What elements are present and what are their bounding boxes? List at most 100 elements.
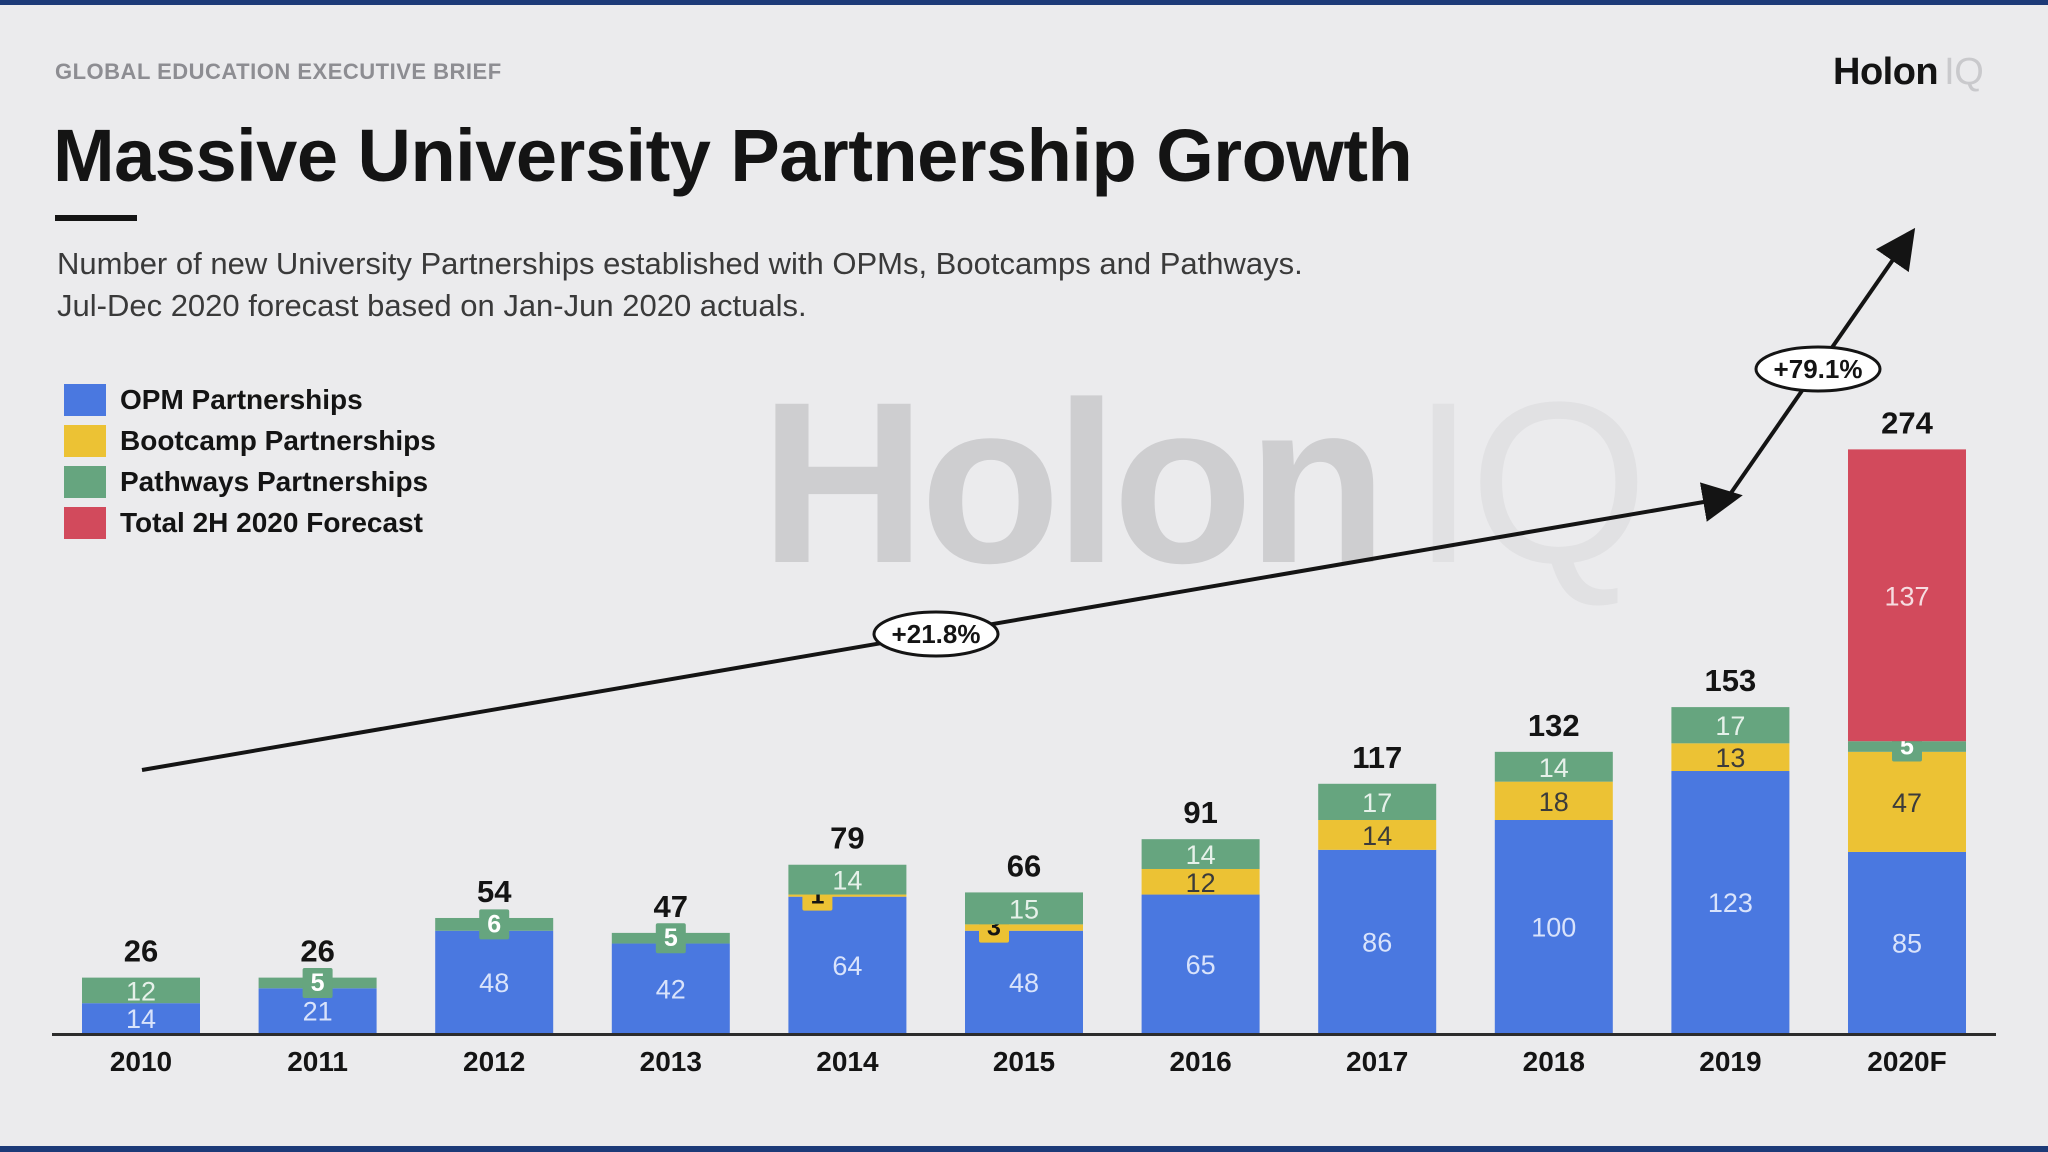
total-label: 79 xyxy=(830,821,864,856)
legend-swatch xyxy=(64,465,106,498)
growth-badge-2-outline xyxy=(1754,345,1882,393)
segment-badge xyxy=(479,909,510,940)
bar-segment xyxy=(1494,820,1613,1033)
segment-label: 42 xyxy=(656,974,686,1004)
segment-label: 17 xyxy=(1715,711,1745,741)
x-tick-label: 2011 xyxy=(287,1046,348,1077)
legend-label: OPM Partnerships xyxy=(120,383,363,415)
kicker: GLOBAL EDUCATION EXECUTIVE BRIEF xyxy=(55,59,502,84)
segment-badge xyxy=(302,967,333,998)
segment-label: 86 xyxy=(1362,927,1392,957)
segment-label: 64 xyxy=(832,951,862,981)
bar-segment xyxy=(611,943,730,1033)
segment-label: 5 xyxy=(311,969,325,997)
segment-label: 14 xyxy=(832,866,862,896)
x-tick-label: 2013 xyxy=(640,1046,702,1077)
legend-item: OPM Partnerships xyxy=(64,379,436,420)
bar-segment xyxy=(435,930,554,1033)
x-tick-label: 2020F xyxy=(1867,1046,1946,1077)
bar-segment xyxy=(965,892,1083,925)
stacked-bar-chart: 1412262010215262011486542012425472013641… xyxy=(52,227,1996,1077)
total-label: 274 xyxy=(1881,405,1933,440)
bar-segment xyxy=(1141,868,1260,895)
total-label: 91 xyxy=(1183,795,1217,830)
growth-badge-2-label: +79.1% xyxy=(1774,354,1863,384)
bar-segment xyxy=(965,930,1083,1033)
bar-segment xyxy=(1318,849,1437,1033)
bar-segment xyxy=(1671,771,1790,1033)
segment-label: 48 xyxy=(1009,968,1039,998)
segment-label: 85 xyxy=(1892,928,1922,958)
brand-suffix: IQ xyxy=(1944,51,1984,93)
x-tick-label: 2015 xyxy=(993,1046,1055,1077)
segment-label: 17 xyxy=(1362,788,1392,818)
subtitle: Number of new University Partnerships es… xyxy=(57,243,1557,327)
bar-segment xyxy=(1494,781,1613,820)
bar-segment xyxy=(788,864,907,895)
segment-label: 65 xyxy=(1186,950,1216,980)
watermark-suffix: IQ xyxy=(1411,354,1648,611)
segment-label: 18 xyxy=(1539,787,1569,817)
total-label: 132 xyxy=(1528,708,1580,743)
watermark-logo: Holon IQ xyxy=(760,350,1648,615)
legend-item: Pathways Partnerships xyxy=(64,461,436,502)
segment-label: 100 xyxy=(1531,913,1576,943)
subtitle-line-1: Number of new University Partnerships es… xyxy=(57,246,1303,281)
segment-label: 5 xyxy=(664,924,678,952)
segment-label: 13 xyxy=(1715,743,1745,773)
x-tick-label: 2016 xyxy=(1169,1046,1231,1077)
bar-segment xyxy=(1141,839,1260,869)
subtitle-line-2: Jul-Dec 2020 forecast based on Jan-Jun 2… xyxy=(57,288,807,323)
bar-segment xyxy=(788,894,907,897)
total-label: 54 xyxy=(477,874,512,909)
bar-segment xyxy=(788,896,907,1033)
segment-label: 12 xyxy=(126,976,156,1006)
bar-segment xyxy=(1671,743,1790,772)
segment-label: 47 xyxy=(1892,788,1922,818)
bar-segment xyxy=(1141,894,1260,1033)
legend: OPM Partnerships Bootcamp Partnerships Pat… xyxy=(64,379,436,543)
x-tick-label: 2012 xyxy=(463,1046,525,1077)
bar-segment xyxy=(1848,851,1966,1033)
brand-logo: Holon IQ xyxy=(1833,51,1984,94)
segment-label: 48 xyxy=(479,968,509,998)
growth-badge-1-label: +21.8% xyxy=(892,619,981,649)
total-label: 26 xyxy=(300,934,334,969)
segment-label: 15 xyxy=(1009,894,1039,924)
segment-label: 12 xyxy=(1186,868,1216,898)
legend-item: Total 2H 2020 Forecast xyxy=(64,502,436,543)
bar-segment xyxy=(1848,751,1966,852)
legend-swatch xyxy=(64,383,106,416)
growth-badge-1-outline xyxy=(872,610,1000,658)
total-label: 26 xyxy=(124,934,158,969)
segment-label: 14 xyxy=(1362,821,1392,851)
bar-segment xyxy=(965,924,1083,931)
total-label: 66 xyxy=(1007,848,1041,883)
slide: GLOBAL EDUCATION EXECUTIVE BRIEF Massive… xyxy=(0,5,2048,1146)
bar-segment xyxy=(1318,783,1437,820)
bar-segment xyxy=(1494,751,1613,782)
segment-label: 137 xyxy=(1884,581,1929,611)
segment-label: 14 xyxy=(126,1004,156,1034)
legend-swatch xyxy=(64,424,106,457)
total-label: 153 xyxy=(1705,663,1757,698)
watermark-name: Holon xyxy=(760,354,1387,611)
segment-label: 123 xyxy=(1708,888,1753,918)
page-title: Massive University Partnership Growth xyxy=(53,114,1413,197)
x-tick-label: 2017 xyxy=(1346,1046,1408,1077)
bar-segment xyxy=(1848,449,1966,742)
segment-badge xyxy=(655,923,686,954)
total-label: 47 xyxy=(654,889,688,924)
title-underline xyxy=(55,215,137,221)
bar-segment xyxy=(1671,707,1790,744)
x-tick-label: 2010 xyxy=(110,1046,172,1077)
segment-label: 14 xyxy=(1186,840,1216,870)
bar-segment xyxy=(82,977,200,1004)
bar-segment xyxy=(82,1003,200,1033)
total-label: 117 xyxy=(1352,740,1402,775)
legend-label: Total 2H 2020 Forecast xyxy=(120,506,423,538)
brand-name: Holon xyxy=(1833,51,1939,93)
x-tick-label: 2018 xyxy=(1523,1046,1585,1077)
segment-label: 21 xyxy=(303,997,333,1027)
legend-item: Bootcamp Partnerships xyxy=(64,420,436,461)
